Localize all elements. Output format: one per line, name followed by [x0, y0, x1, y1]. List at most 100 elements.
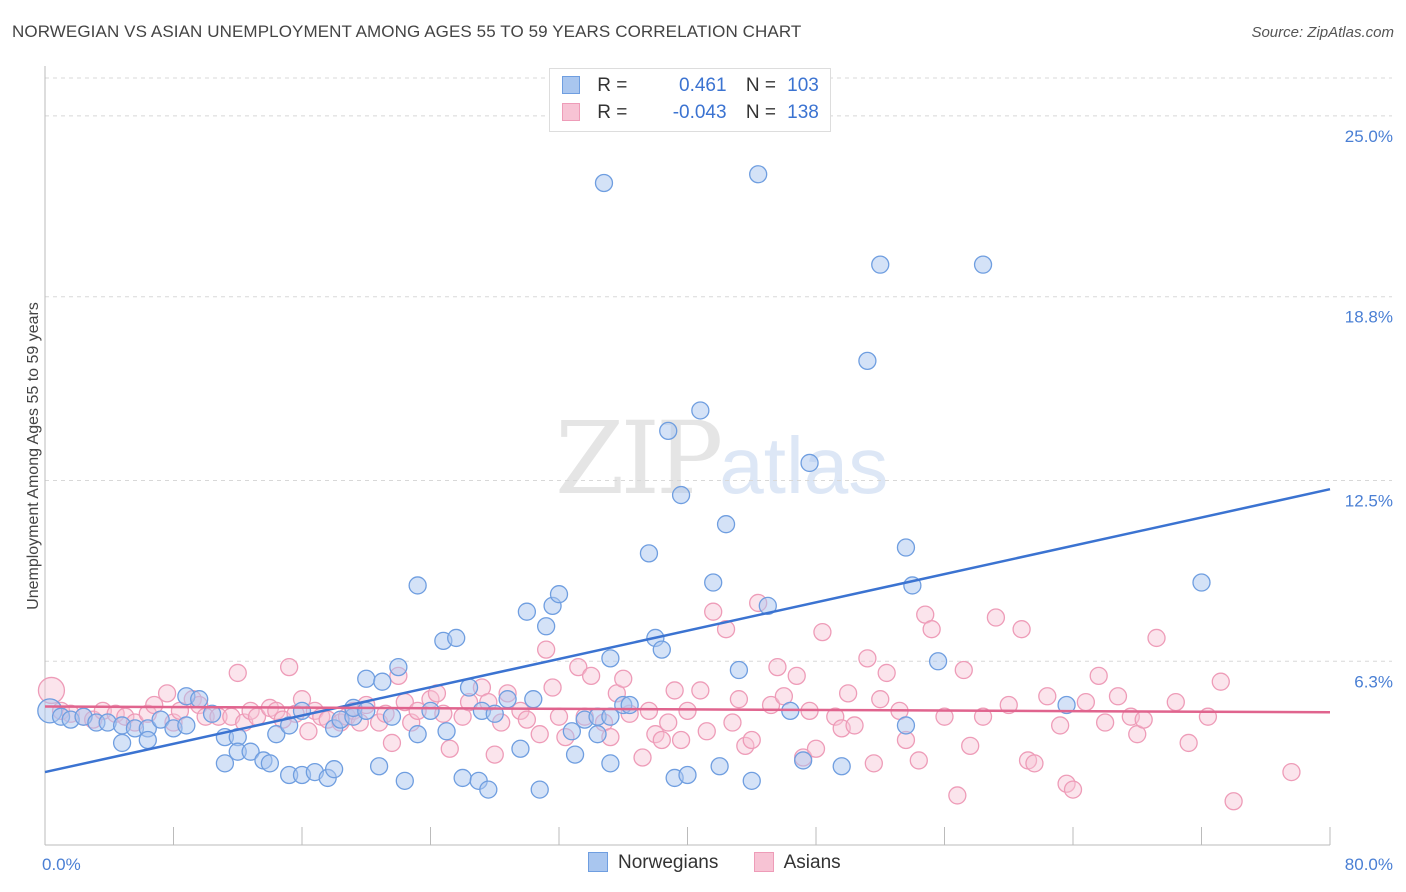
asian-point	[382, 733, 402, 753]
norwegian-point	[562, 722, 581, 741]
norwegian-point	[928, 652, 948, 671]
asian-point	[954, 660, 973, 680]
norwegian-point	[671, 485, 691, 505]
norwegian-point	[896, 716, 916, 735]
norwegian-point	[794, 751, 813, 770]
asian-point	[787, 666, 806, 686]
asian-point	[1038, 687, 1057, 706]
tick-labels-layer: 6.3% 12.5% 18.8% 25.0% 0.0% 80.0%	[42, 127, 1393, 874]
grid-layer	[45, 77, 1392, 662]
asian-point	[845, 716, 864, 735]
norwegian-point	[832, 757, 851, 776]
legend-r-value: 0.461	[679, 75, 727, 96]
norwegian-swatch	[588, 852, 608, 872]
asian-point	[440, 739, 459, 758]
x-tick-label-min: 0.0%	[42, 855, 81, 874]
asian-point	[716, 620, 736, 639]
norwegian-point	[138, 730, 157, 750]
asian-point	[986, 608, 1006, 627]
norwegian-point	[758, 596, 777, 616]
asian-point	[858, 649, 877, 668]
asian-point	[973, 707, 993, 726]
norwegian-point	[729, 660, 749, 680]
norwegian-point	[267, 725, 286, 744]
asian-point	[581, 666, 601, 686]
norwegian-point	[453, 768, 472, 788]
norwegian-point	[742, 771, 761, 790]
asian-point	[1179, 733, 1198, 753]
asian-point	[614, 669, 633, 688]
norwegian-point	[973, 255, 993, 274]
norwegian-point	[215, 754, 235, 773]
asian-point	[742, 730, 761, 750]
norwegian-point	[601, 649, 620, 668]
norwegian-point	[511, 739, 530, 758]
correlation-legend: R = 0.461 N = 103 R = -0.043 N = 138	[549, 68, 831, 132]
norwegian-point	[151, 710, 170, 729]
norwegian-point	[524, 690, 543, 709]
asian-point	[1282, 762, 1301, 782]
asian-point	[299, 722, 318, 741]
legend-n-label: N =	[745, 102, 776, 123]
asian-point	[864, 754, 883, 773]
norwegian-point	[749, 165, 768, 184]
norwegian-point	[620, 695, 639, 715]
y-axis-label: Unemployment Among Ages 55 to 59 years	[25, 302, 42, 610]
norwegian-point	[112, 733, 132, 753]
asian-point	[1108, 687, 1128, 706]
asian-point	[1076, 692, 1095, 712]
asian-point	[543, 678, 562, 697]
legend-row-asians: R = -0.043 N = 138	[562, 102, 819, 126]
asian-point	[729, 690, 749, 709]
asian-point	[633, 748, 652, 767]
asian-point	[877, 663, 896, 683]
legend-item-norwegians[interactable]: Norwegians	[588, 852, 718, 874]
asian-point	[813, 622, 832, 642]
legend-n-value: 138	[787, 102, 819, 123]
norwegian-point	[190, 690, 209, 709]
legend-r-value: -0.043	[672, 102, 727, 123]
norwegian-point	[389, 657, 408, 677]
norwegian-point	[177, 716, 196, 735]
x-tick-label-max: 80.0%	[1345, 855, 1393, 874]
legend-row-norwegians: R = 0.461 N = 103	[562, 75, 819, 99]
asian-point	[1166, 692, 1185, 712]
asian-point	[639, 701, 659, 720]
asian-point	[1134, 710, 1153, 729]
asian-point	[659, 713, 678, 732]
legend-r-label: R =	[597, 75, 628, 96]
asian-point	[999, 695, 1018, 715]
norwegian-point	[479, 780, 498, 799]
asian-point	[1012, 620, 1031, 639]
norwegian-trend-line	[44, 487, 1331, 774]
norwegian-point	[408, 725, 427, 744]
asian-point	[768, 657, 787, 677]
series-legend: Norwegians Asians	[588, 852, 871, 874]
asian-point	[1147, 628, 1166, 648]
asian-point	[530, 725, 549, 744]
asian-point	[1025, 754, 1044, 773]
norwegian-point	[710, 757, 729, 776]
asian-point	[697, 722, 716, 741]
asian-point	[871, 690, 890, 709]
asian-point	[537, 640, 556, 659]
norwegian-point	[871, 255, 890, 274]
asian-point	[1051, 716, 1070, 735]
legend-r-label: R =	[597, 102, 628, 123]
legend-label-asians: Asians	[783, 852, 841, 873]
norwegian-point	[601, 754, 620, 773]
chart-source: Source: ZipAtlas.com	[1251, 24, 1394, 41]
legend-n-value: 103	[787, 75, 819, 96]
norwegian-point	[691, 401, 710, 420]
asian-point	[1211, 672, 1230, 691]
norwegian-point	[530, 780, 549, 799]
asian-point	[948, 786, 967, 805]
norwegian-point	[678, 765, 697, 785]
norwegian-point	[382, 707, 402, 726]
asian-point	[279, 657, 299, 677]
norwegian-point	[498, 690, 517, 709]
legend-item-asians[interactable]: Asians	[753, 852, 841, 874]
asian-swatch	[753, 852, 774, 872]
legend-label-norwegians: Norwegians	[618, 852, 719, 873]
